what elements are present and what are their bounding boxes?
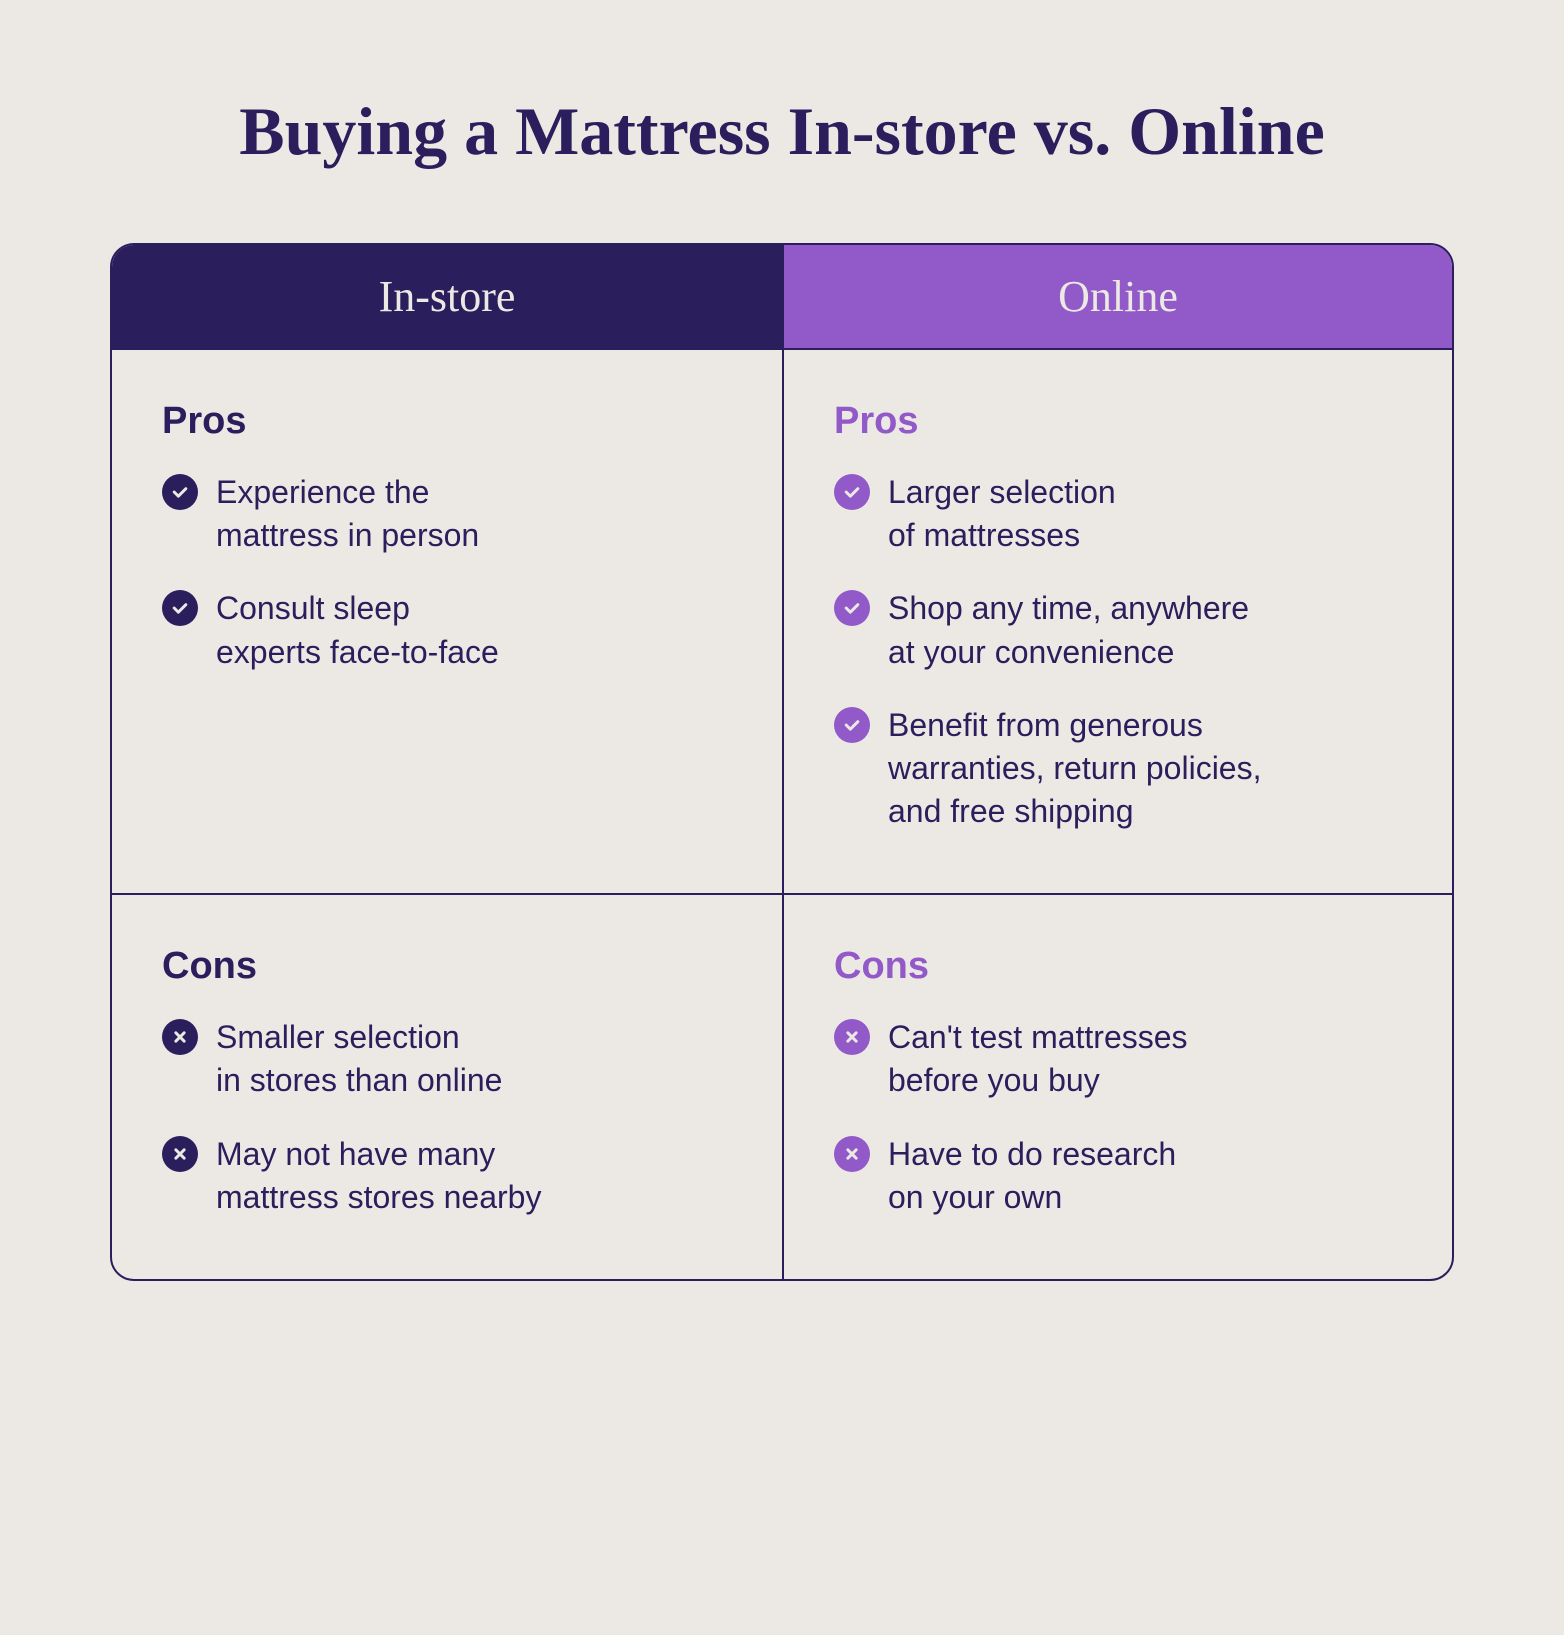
online-cons-cell: Cons Can't test mattresses before you bu… [782, 893, 1452, 1279]
page-title: Buying a Mattress In-store vs. Online [239, 90, 1325, 173]
list-item: Smaller selection in stores than online [162, 1016, 732, 1102]
list-item: Can't test mattresses before you buy [834, 1016, 1402, 1102]
online-pros-cell: Pros Larger selection of mattresses Shop… [782, 348, 1452, 893]
item-text: Can't test mattresses before you buy [888, 1016, 1188, 1102]
instore-cons-cell: Cons Smaller selection in stores than on… [112, 893, 782, 1279]
item-text: Shop any time, anywhere at your convenie… [888, 587, 1249, 673]
online-pros-heading: Pros [834, 400, 1402, 443]
item-text: May not have many mattress stores nearby [216, 1133, 541, 1219]
list-item: May not have many mattress stores nearby [162, 1133, 732, 1219]
x-icon [162, 1019, 198, 1055]
check-icon [162, 590, 198, 626]
check-icon [834, 474, 870, 510]
list-item: Experience the mattress in person [162, 471, 732, 557]
x-icon [834, 1019, 870, 1055]
item-text: Experience the mattress in person [216, 471, 479, 557]
instore-cons-heading: Cons [162, 945, 732, 988]
item-text: Consult sleep experts face-to-face [216, 587, 499, 673]
item-text: Smaller selection in stores than online [216, 1016, 502, 1102]
comparison-table: In-store Online Pros Experience the matt… [110, 243, 1454, 1281]
list-item: Consult sleep experts face-to-face [162, 587, 732, 673]
list-item: Larger selection of mattresses [834, 471, 1402, 557]
column-header-online: Online [782, 245, 1452, 348]
instore-pros-heading: Pros [162, 400, 732, 443]
item-text: Benefit from generous warranties, return… [888, 704, 1261, 834]
check-icon [834, 590, 870, 626]
list-item: Benefit from generous warranties, return… [834, 704, 1402, 834]
list-item: Shop any time, anywhere at your convenie… [834, 587, 1402, 673]
item-text: Have to do research on your own [888, 1133, 1176, 1219]
check-icon [162, 474, 198, 510]
column-header-instore: In-store [112, 245, 782, 348]
check-icon [834, 707, 870, 743]
online-cons-heading: Cons [834, 945, 1402, 988]
x-icon [162, 1136, 198, 1172]
list-item: Have to do research on your own [834, 1133, 1402, 1219]
instore-pros-cell: Pros Experience the mattress in person C… [112, 348, 782, 893]
x-icon [834, 1136, 870, 1172]
item-text: Larger selection of mattresses [888, 471, 1116, 557]
